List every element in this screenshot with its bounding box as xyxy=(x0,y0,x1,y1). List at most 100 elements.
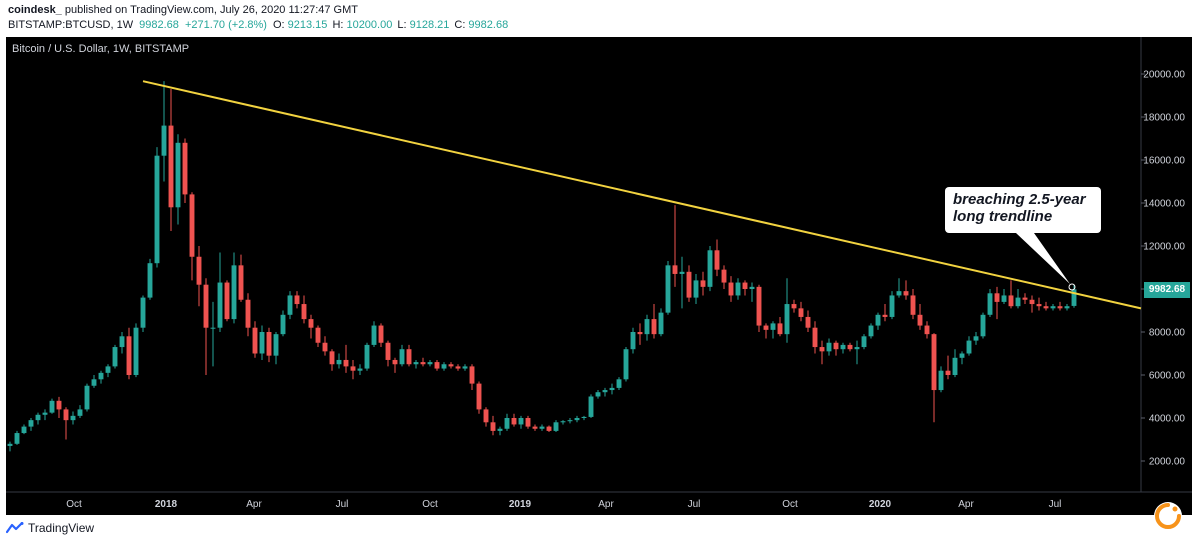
candle-body xyxy=(532,426,538,429)
candle-body xyxy=(56,400,62,410)
x-tick-label: Oct xyxy=(66,499,82,510)
candle-body xyxy=(924,325,930,335)
candle-body xyxy=(1043,306,1049,309)
candle-body xyxy=(735,282,741,296)
candle-body xyxy=(987,293,993,315)
candle-body xyxy=(539,426,545,429)
candle-body xyxy=(154,155,160,264)
candle-body xyxy=(371,325,377,345)
candle-body xyxy=(448,364,454,367)
candle-body xyxy=(1029,299,1035,305)
published-text: published on TradingView.com, July 26, 2… xyxy=(64,4,358,16)
candle-body xyxy=(483,409,489,423)
candle-body xyxy=(658,312,664,335)
tradingview-brand[interactable]: TradingView xyxy=(6,521,94,535)
candle-body xyxy=(378,325,384,343)
candle-body xyxy=(112,347,118,367)
candle-body xyxy=(721,269,727,283)
candle-body xyxy=(518,418,524,425)
candle-body xyxy=(399,349,405,365)
x-tick-label: Apr xyxy=(958,499,974,510)
tradingview-label: TradingView xyxy=(28,521,95,535)
low-value: 9128.21 xyxy=(409,19,450,31)
y-tick-label: 2000.00 xyxy=(1149,457,1186,468)
candle-body xyxy=(903,291,909,296)
close-value: 9982.68 xyxy=(468,19,509,31)
candle-body xyxy=(952,357,958,375)
candle-body xyxy=(322,342,328,352)
candle-body xyxy=(189,194,195,257)
candle-body xyxy=(343,359,349,367)
candle-body xyxy=(889,295,895,317)
candle-body xyxy=(126,336,132,375)
trendline xyxy=(142,80,1142,310)
candle-body xyxy=(581,416,587,418)
candle-body xyxy=(931,334,937,391)
candle-body xyxy=(406,349,412,365)
candle-body xyxy=(651,319,657,335)
candle-body xyxy=(70,415,76,421)
candle-body xyxy=(28,420,34,427)
candlestick-chart[interactable]: 20000.00 18000.00 16000.00 14000.00 12000.00… xyxy=(6,37,1192,515)
candle-body xyxy=(217,282,223,328)
last-price-tag: 9982.68 xyxy=(1144,282,1190,298)
candle-body xyxy=(763,325,769,330)
candle-body xyxy=(630,332,636,350)
candle-body xyxy=(63,409,69,421)
candle-body xyxy=(7,443,13,446)
candle-body xyxy=(175,142,181,208)
candle-body xyxy=(42,412,48,415)
candle-body xyxy=(707,250,713,287)
candle-body xyxy=(1001,295,1007,302)
x-tick-label: Apr xyxy=(246,499,262,510)
candle-body xyxy=(959,353,965,358)
candle-body xyxy=(896,291,902,296)
candle-body xyxy=(980,314,986,337)
candle-body xyxy=(777,323,783,335)
candle-body xyxy=(847,344,853,350)
candle-body xyxy=(504,418,510,429)
candle-body xyxy=(252,327,258,354)
candle-body xyxy=(861,336,867,348)
candle-body xyxy=(147,263,153,298)
candle-body xyxy=(1022,297,1028,300)
candle-body xyxy=(1064,306,1070,309)
candle-body xyxy=(1036,304,1042,307)
candle-body xyxy=(287,295,293,315)
trendline-callout: breaching 2.5-year long trendline xyxy=(945,187,1101,233)
candle-body xyxy=(1015,297,1021,307)
candle-body xyxy=(133,327,139,375)
x-tick-label: Jul xyxy=(336,499,349,510)
candle-body xyxy=(196,256,202,285)
candle-body xyxy=(294,295,300,305)
candle-body xyxy=(462,366,468,369)
candle-body xyxy=(77,409,83,416)
candle-body xyxy=(266,332,272,356)
chart-header: coindesk_ published on TradingView.com, … xyxy=(0,0,1200,36)
candle-body xyxy=(812,327,818,348)
candle-body xyxy=(1071,289,1077,306)
candle-body xyxy=(336,359,342,365)
candle-body xyxy=(203,284,209,328)
candle-body xyxy=(1008,295,1014,307)
low-label: L: xyxy=(397,19,407,31)
candle-body xyxy=(273,334,279,356)
candle-body xyxy=(210,327,216,329)
candle-body xyxy=(616,379,622,388)
candle-body xyxy=(119,336,125,348)
candle-body xyxy=(98,372,104,380)
candle-body xyxy=(602,390,608,393)
candle-body xyxy=(413,362,419,365)
open-value: 9213.15 xyxy=(287,19,328,31)
candle-body xyxy=(434,362,440,369)
candle-body xyxy=(245,299,251,328)
candle-body xyxy=(910,295,916,315)
candle-body xyxy=(14,433,20,444)
candle-body xyxy=(21,426,27,434)
chart-area[interactable]: 20000.00 18000.00 16000.00 14000.00 12000.00… xyxy=(6,37,1192,515)
y-tick-label: 4000.00 xyxy=(1149,414,1186,425)
candle-body xyxy=(364,344,370,369)
candle-body xyxy=(553,422,559,431)
candle-body xyxy=(819,347,825,352)
high-value: 10200.00 xyxy=(346,19,393,31)
